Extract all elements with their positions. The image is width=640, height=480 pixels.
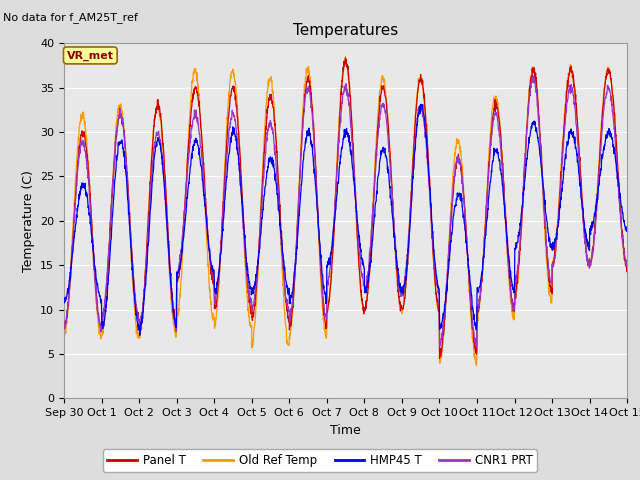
Text: No data for f_AM25T_ref: No data for f_AM25T_ref: [3, 12, 138, 23]
Legend: Panel T, Old Ref Temp, HMP45 T, CNR1 PRT: Panel T, Old Ref Temp, HMP45 T, CNR1 PRT: [102, 449, 538, 472]
X-axis label: Time: Time: [330, 424, 361, 437]
Title: Temperatures: Temperatures: [293, 23, 398, 38]
Y-axis label: Temperature (C): Temperature (C): [22, 170, 35, 272]
Text: VR_met: VR_met: [67, 50, 114, 60]
